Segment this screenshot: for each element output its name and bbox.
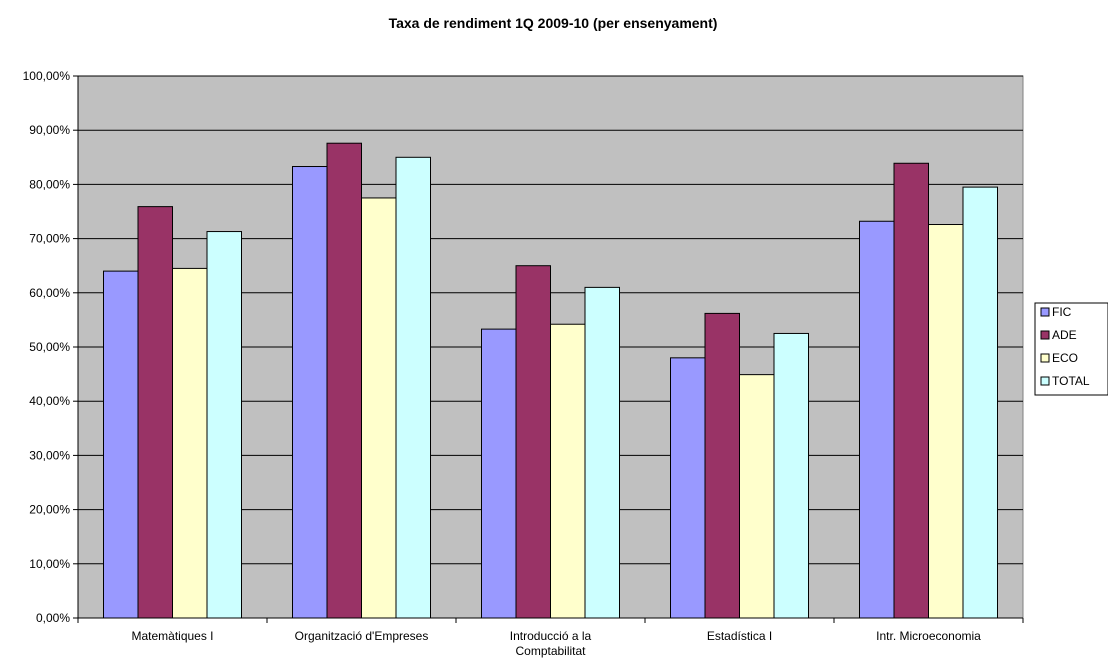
- bar: [395, 156, 431, 619]
- y-tick-label: 80,00%: [29, 177, 70, 191]
- bar: [103, 270, 139, 619]
- chart-title: Taxa de rendiment 1Q 2009-10 (per enseny…: [389, 15, 718, 31]
- legend: FIC ADE ECO TOTAL: [1034, 302, 1108, 396]
- bar: [550, 323, 586, 619]
- x-category-label: Organització d'Empreses: [295, 629, 429, 643]
- legend-swatch: [1040, 353, 1050, 363]
- bar: [704, 312, 740, 619]
- x-axis: Matemàtiques I Organització d'Empreses Int…: [77, 617, 1024, 658]
- y-tick-label: 60,00%: [29, 286, 70, 300]
- y-tick-label: 100,00%: [23, 69, 71, 83]
- x-category-label: Estadística I: [707, 629, 772, 643]
- bar: [928, 224, 964, 619]
- y-tick-label: 90,00%: [29, 123, 70, 137]
- x-category-label: Matemàtiques I: [131, 629, 213, 643]
- bar: [137, 206, 173, 619]
- y-axis: 0,00% 10,00% 20,00% 30,00% 40,00% 50,00% 60,00…: [23, 69, 79, 625]
- bar: [292, 166, 328, 619]
- x-category-label: Comptabilitat: [515, 644, 586, 658]
- bar: [172, 267, 208, 619]
- bar: [515, 265, 551, 619]
- bar: [859, 220, 895, 619]
- bar: [584, 286, 620, 619]
- y-tick-label: 10,00%: [29, 557, 70, 571]
- legend-label: TOTAL: [1052, 374, 1090, 388]
- y-tick-label: 50,00%: [29, 340, 70, 354]
- bar: [670, 357, 706, 619]
- bar: [361, 197, 397, 619]
- legend-swatch: [1040, 307, 1050, 317]
- y-tick-label: 20,00%: [29, 503, 70, 517]
- y-tick-label: 30,00%: [29, 448, 70, 462]
- y-tick-label: 70,00%: [29, 232, 70, 246]
- x-category-label: Intr. Microeconomia: [876, 629, 981, 643]
- bar: [739, 374, 775, 619]
- legend-swatch: [1040, 376, 1050, 386]
- bar: [481, 328, 517, 619]
- bar: [326, 142, 362, 619]
- y-tick-label: 40,00%: [29, 394, 70, 408]
- legend-label: FIC: [1052, 305, 1072, 319]
- y-tick-label: 0,00%: [36, 611, 70, 625]
- legend-label: ECO: [1052, 351, 1078, 365]
- bar: [773, 332, 809, 619]
- legend-box: [1034, 302, 1108, 396]
- legend-label: ADE: [1052, 328, 1077, 342]
- bar: [206, 231, 242, 619]
- bar: [893, 162, 929, 619]
- bar: [962, 186, 998, 619]
- legend-swatch: [1040, 330, 1050, 340]
- x-category-label: Introducció a la: [510, 629, 592, 643]
